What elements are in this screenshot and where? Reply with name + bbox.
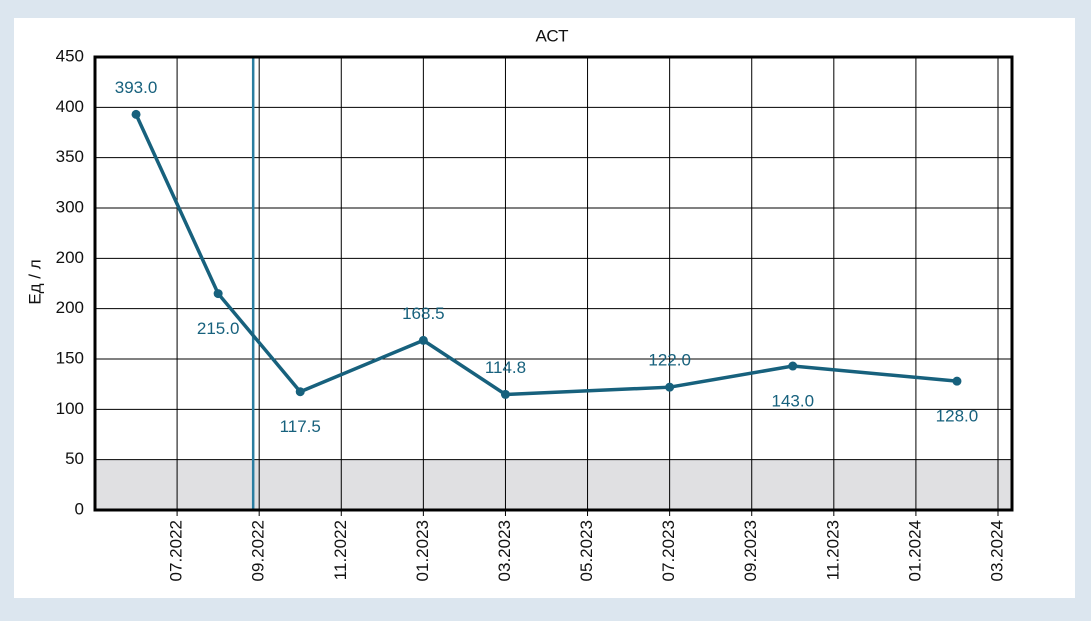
data-label: 117.5	[280, 417, 321, 436]
data-point	[295, 387, 305, 397]
x-tick-label: 01.2023	[413, 520, 432, 581]
data-point	[500, 389, 510, 399]
y-tick-label: 300	[56, 197, 84, 216]
x-tick-label: 11.2023	[823, 520, 842, 580]
data-point	[418, 335, 428, 345]
x-tick-label: 01.2024	[905, 520, 924, 581]
chart-title: АСТ	[535, 26, 568, 45]
data-label: 122.0	[648, 351, 691, 370]
x-tick-label: 09.2023	[741, 520, 760, 581]
x-tick-label: 07.2022	[167, 520, 186, 581]
x-tick-label: 03.2023	[495, 520, 514, 581]
data-label: 215.0	[197, 319, 240, 338]
data-label: 114.8	[485, 358, 526, 377]
y-tick-label: 100	[56, 399, 84, 418]
data-line	[134, 113, 958, 397]
y-axis-label: Ед / л	[25, 259, 44, 304]
y-tick-label: 400	[56, 97, 84, 116]
x-tick-label: 05.2023	[577, 520, 596, 581]
plot-frame	[93, 55, 1014, 512]
data-label: 168.5	[402, 304, 445, 323]
y-tick-label: 0	[75, 499, 84, 518]
y-tick-label: 50	[65, 449, 84, 468]
y-tick-label: 350	[56, 147, 84, 166]
x-tick-label: 03.2024	[987, 520, 1006, 581]
x-tick-label: 11.2022	[331, 520, 350, 580]
y-tick-label: 200	[56, 298, 84, 317]
data-point	[952, 376, 962, 386]
x-tick-label: 09.2022	[249, 520, 268, 581]
data-point	[788, 361, 798, 371]
data-label: 143.0	[771, 392, 814, 411]
data-label: 393.0	[115, 78, 158, 97]
y-tick-label: 450	[56, 46, 84, 65]
y-tick-label: 150	[56, 348, 84, 367]
x-tick-label: 07.2023	[659, 520, 678, 581]
shaded-band	[95, 459, 1012, 510]
data-point	[131, 109, 141, 119]
data-point	[213, 289, 223, 299]
y-tick-label: 200	[56, 248, 84, 267]
data-point	[665, 382, 675, 392]
data-label: 128.0	[936, 407, 979, 426]
